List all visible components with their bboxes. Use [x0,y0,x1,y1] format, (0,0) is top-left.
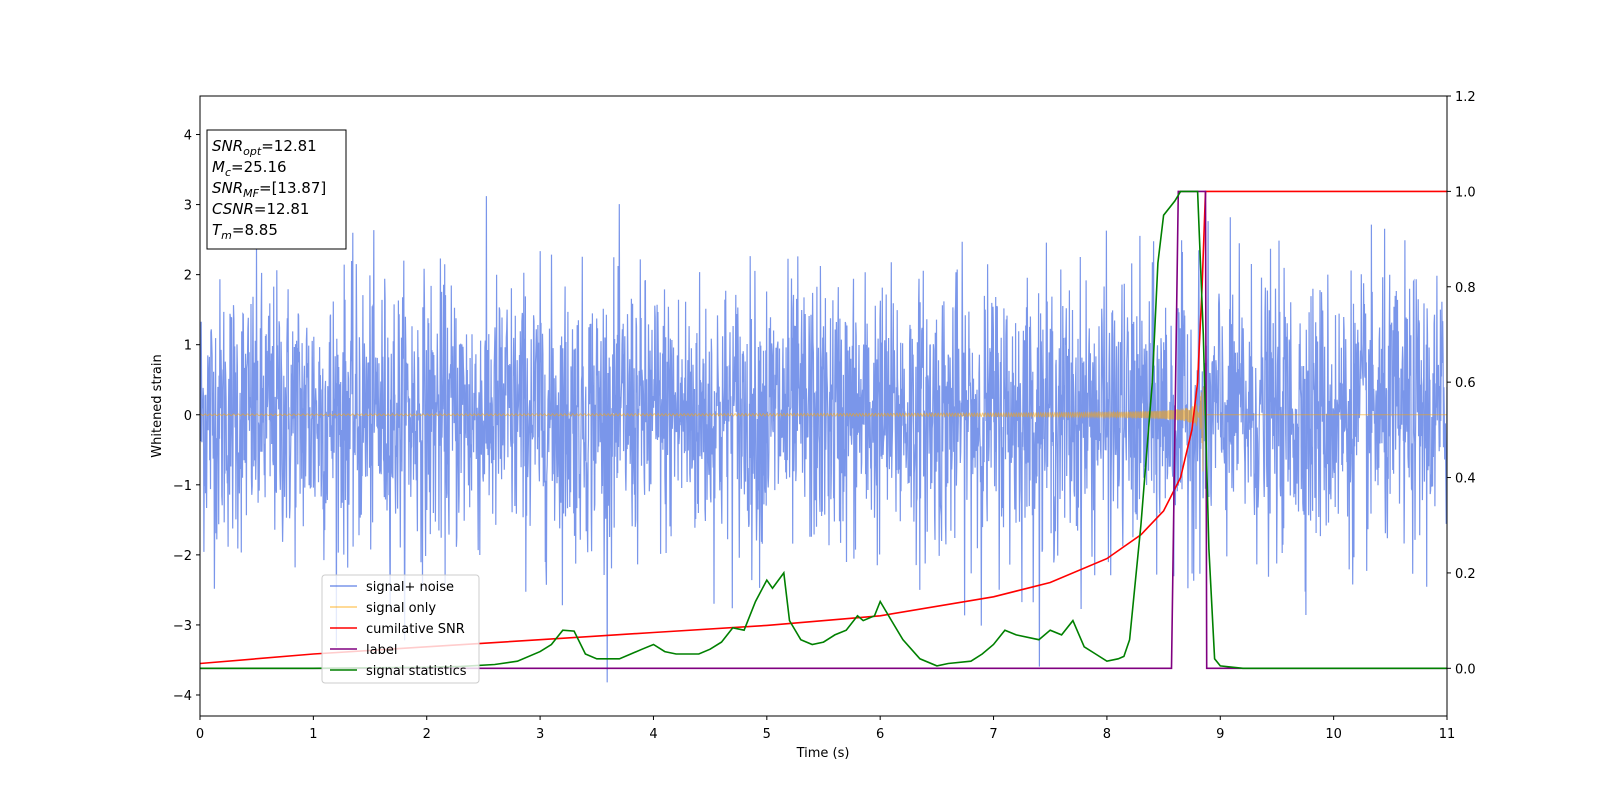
plot-frame [199,95,1448,717]
x-tick-label: 4 [649,727,657,742]
x-tick-label: 3 [536,727,544,742]
y-left-tick-label: 2 [184,269,192,284]
x-tick-label: 7 [989,727,997,742]
x-tick-label: 8 [1103,727,1111,742]
y-right-tick-label: 1.0 [1455,185,1476,200]
legend-label-signal-statistics: signal statistics [366,664,467,679]
legend-label-signal-only: signal only [366,601,436,616]
y-left-tick-label: 0 [184,409,192,424]
legend: signal+ noise signal only cumilative SNR la… [321,574,480,684]
y-axis-left: −4 −3 −2 −1 0 1 2 3 4 [173,129,200,704]
y-right-tick-label: 0.4 [1455,472,1476,487]
legend-label-label: label [366,643,397,658]
y-axis-right: 0.0 0.2 0.4 0.6 0.8 1.0 1.2 [1447,90,1476,677]
x-tick-label: 1 [309,727,317,742]
x-tick-label: 9 [1216,727,1224,742]
x-tick-label: 0 [196,727,204,742]
annotation-line: Tm=8.85 [212,221,278,242]
x-tick-label: 6 [876,727,884,742]
y-right-tick-label: 1.2 [1455,90,1476,105]
y-right-tick-label: 0.0 [1455,662,1476,677]
series-signal-noise [200,196,1447,683]
x-axis-label: Time (s) [796,746,850,761]
y-right-tick-label: 0.6 [1455,376,1476,391]
x-tick-label: 11 [1439,727,1456,742]
series-cumilative-snr [200,190,1447,665]
annotation-line: SNRMF=[13.87] [212,179,326,200]
y-axis-label: Whitened strain [150,354,165,457]
x-tick-label: 5 [763,727,771,742]
x-axis: 0 1 2 3 4 5 6 7 8 9 10 11 [196,716,1455,742]
annotation-line: CSNR=12.81 [212,200,309,218]
annotation-line: Mc=25.16 [212,158,287,179]
series-signal-statistics [200,190,1447,670]
y-left-tick-label: 1 [184,339,192,354]
series-signal-only [200,386,1447,472]
y-left-tick-label: 4 [184,129,192,144]
y-right-tick-label: 0.2 [1455,567,1476,582]
legend-label-cumilative-snr: cumilative SNR [366,622,465,637]
y-left-tick-label: −2 [173,549,192,564]
y-left-tick-label: 3 [184,199,192,214]
x-tick-label: 2 [423,727,431,742]
plot-area [200,190,1447,683]
legend-label-signal-noise: signal+ noise [366,580,454,595]
y-left-tick-label: −3 [173,619,192,634]
x-tick-label: 10 [1325,727,1342,742]
y-left-tick-label: −4 [173,689,192,704]
annotation-line: SNRopt=12.81 [212,137,317,158]
y-right-tick-label: 0.8 [1455,281,1476,296]
y-left-tick-label: −1 [173,479,192,494]
annotation-box: SNRopt=12.81Mc=25.16SNRMF=[13.87]CSNR=12… [206,129,347,250]
